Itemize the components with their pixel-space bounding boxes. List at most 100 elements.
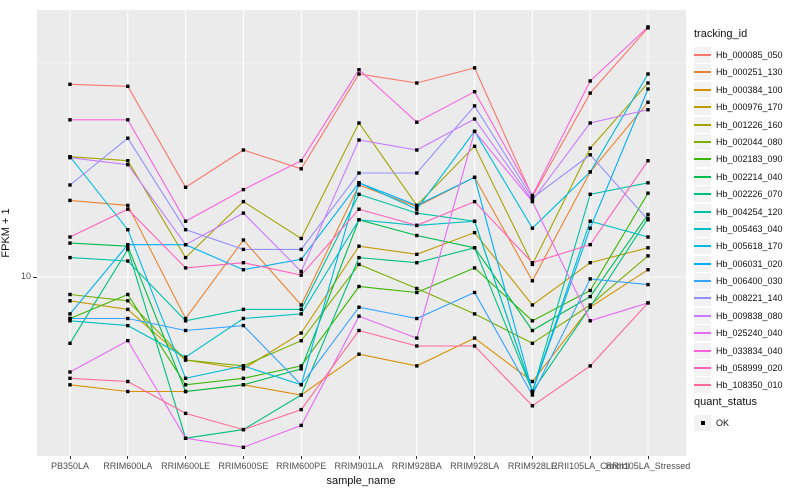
data-point: [646, 108, 650, 112]
data-point: [357, 218, 361, 222]
data-point: [126, 292, 130, 297]
data-point: [241, 261, 246, 265]
data-point: [68, 299, 72, 303]
x-tick-mark: [416, 456, 418, 459]
data-point: [415, 316, 419, 321]
legend-key-swatch: [694, 238, 711, 255]
data-point: [357, 68, 361, 72]
data-point: [241, 323, 246, 328]
data-point: [588, 277, 592, 281]
legend-key-swatch: [694, 360, 711, 377]
x-tick-label: RRIM600LA: [103, 461, 153, 471]
data-point: [241, 367, 246, 371]
data-point: [183, 328, 188, 333]
legend-key-swatch: [694, 290, 711, 307]
data-point: [68, 376, 72, 380]
legend-key-swatch: [694, 64, 711, 81]
x-tick-mark: [127, 456, 129, 459]
legend-key-swatch: [694, 186, 711, 203]
legend-item-Hb_108350_010: Hb_108350_010: [694, 377, 800, 394]
data-point: [299, 167, 303, 171]
data-point: [472, 312, 477, 316]
data-point: [646, 181, 650, 185]
data-point: [472, 129, 477, 133]
legend-item-label: Hb_000251_130: [716, 67, 783, 78]
legend2-title: quant_status: [694, 396, 757, 408]
legend-item-label: Hb_000085_050: [716, 50, 783, 60]
data-point: [472, 104, 477, 108]
data-point: [530, 328, 535, 333]
data-point: [126, 84, 130, 88]
x-tick-label: RRII105LA_Stressed: [605, 461, 691, 471]
legend-item-Hb_009838_080: Hb_009838_080: [694, 307, 800, 324]
data-point: [241, 268, 246, 272]
data-point: [241, 238, 246, 242]
data-point: [126, 259, 130, 263]
legend-key-swatch: [694, 377, 711, 394]
data-point: [183, 319, 188, 323]
legend-item-label: Hb_025240_040: [716, 328, 783, 339]
data-point: [588, 170, 592, 174]
data-point: [299, 364, 303, 368]
line-swatch-icon: [694, 54, 711, 56]
x-tick-label: RRII105LA_Control: [551, 461, 630, 471]
legend-item-Hb_006031_020: Hb_006031_020: [694, 255, 800, 272]
legend-item-label: Hb_001226_160: [716, 119, 783, 130]
x-tick-mark: [358, 456, 360, 459]
legend-item-Hb_005463_040: Hb_005463_040: [694, 220, 800, 237]
x-tick-mark: [531, 456, 533, 459]
data-point: [646, 100, 650, 104]
data-point: [530, 303, 535, 307]
data-point: [299, 383, 303, 387]
x-tick-label: RRIM901LA: [334, 461, 384, 471]
data-point: [68, 370, 72, 374]
data-point: [299, 407, 303, 412]
data-point: [299, 423, 303, 428]
line-swatch-icon: [694, 367, 711, 370]
data-point: [530, 193, 535, 198]
data-point: [588, 79, 592, 83]
data-point: [126, 118, 130, 122]
legend-key-swatch: [694, 342, 711, 359]
data-point: [530, 199, 535, 204]
data-point: [472, 290, 477, 295]
data-point: [646, 191, 650, 195]
data-point: [415, 286, 419, 291]
panel-content: [37, 10, 686, 456]
data-point: [588, 319, 592, 323]
line-swatch-icon: [694, 210, 711, 213]
data-point: [126, 207, 130, 211]
data-point: [126, 163, 130, 167]
legend-item-label: Hb_058999_020: [716, 363, 783, 374]
x-tick-label: RRIM600PE: [276, 461, 327, 471]
line-swatch-icon: [694, 349, 711, 352]
data-point: [646, 282, 650, 287]
data-point: [530, 393, 535, 397]
legend-item-Hb_058999_020: Hb_058999_020: [694, 360, 800, 377]
x-tick-label: RRIM600LE: [161, 461, 211, 471]
data-point: [646, 81, 650, 85]
x-tick-mark: [242, 456, 244, 459]
data-point: [357, 192, 361, 196]
data-point: [183, 355, 188, 359]
data-point: [530, 262, 535, 267]
data-point: [588, 121, 592, 125]
data-point: [357, 328, 361, 333]
data-point: [472, 90, 477, 94]
data-point: [415, 211, 419, 215]
data-point: [126, 136, 130, 140]
ok-key-swatch: [694, 415, 711, 431]
data-point: [68, 183, 72, 187]
data-point: [126, 389, 130, 394]
legend-key-swatch: [694, 255, 711, 272]
data-point: [299, 312, 303, 316]
data-point: [357, 262, 361, 267]
data-point: [415, 364, 419, 368]
data-point: [472, 117, 477, 121]
legend-item-label: Hb_108350_010: [716, 380, 783, 391]
legend-item-Hb_001226_160: Hb_001226_160: [694, 116, 800, 133]
legend-item-Hb_002214_040: Hb_002214_040: [694, 168, 800, 185]
data-point: [415, 233, 419, 238]
legend-item-Hb_000976_170: Hb_000976_170: [694, 99, 800, 116]
